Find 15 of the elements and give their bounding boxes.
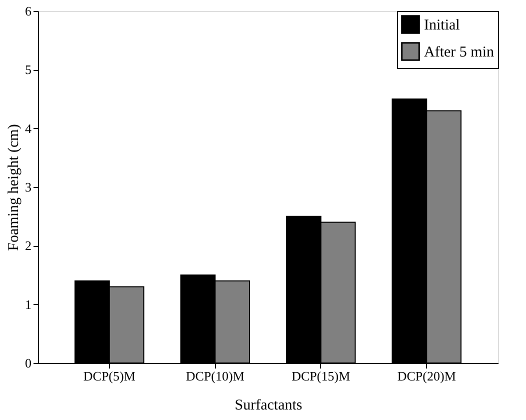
- y-tick-label: 6: [25, 4, 32, 18]
- legend-label: After 5 min: [424, 44, 494, 60]
- y-tick-label: 2: [25, 238, 32, 254]
- y-tick-label: 1: [25, 296, 32, 312]
- x-tick-label: DCP(5)M: [83, 368, 136, 384]
- y-tick-label: 3: [25, 180, 32, 194]
- y-axis-title: Foaming height (cm): [6, 124, 22, 251]
- y-tick-label: 0: [25, 356, 32, 370]
- legend-label: Initial: [424, 18, 460, 34]
- y-tick-label: 5: [25, 62, 32, 78]
- x-axis-title: Surfactants: [234, 398, 302, 414]
- x-tick-label: DCP(20)M: [397, 368, 456, 384]
- x-tick-label: DCP(15)M: [292, 368, 351, 384]
- x-tick-label: DCP(10)M: [186, 368, 245, 384]
- y-tick-label: 4: [25, 120, 32, 136]
